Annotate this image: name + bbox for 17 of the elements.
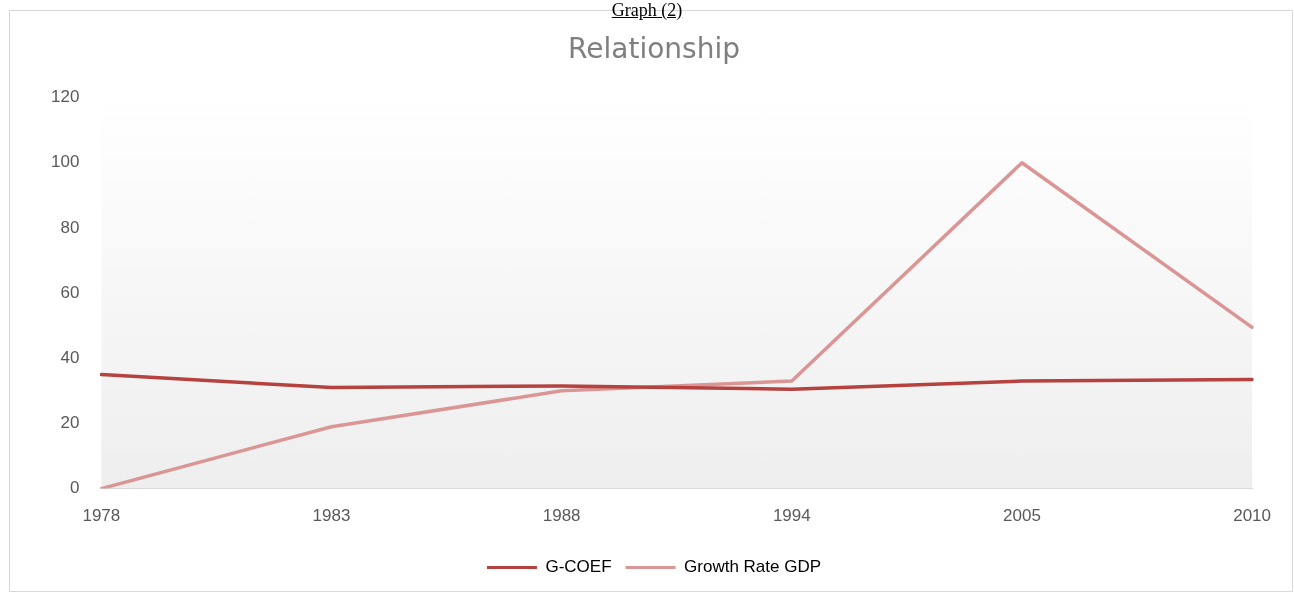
chart-title: Relationship [568, 32, 740, 66]
x-tick-label: 1994 [772, 506, 811, 526]
y-tick-label: 120 [50, 87, 80, 107]
x-tick-label: 2005 [1003, 506, 1041, 526]
x-tick-label: 2010 [1233, 506, 1271, 526]
x-tick-label: 1988 [542, 506, 581, 526]
y-tick-label: 20 [60, 413, 80, 433]
x-tick-label: 1983 [312, 506, 351, 526]
y-tick-label: 40 [60, 347, 80, 367]
y-tick-label: 100 [50, 152, 80, 172]
y-tick-label: 0 [69, 478, 80, 498]
legend-label: Growth Rate GDP [684, 557, 822, 577]
text: Graph (2) [610, 0, 684, 20]
x-tick-label: 1978 [82, 506, 121, 526]
legend-label: G-COEF [545, 557, 612, 577]
y-tick-label: 80 [60, 217, 80, 237]
y-tick-label: 60 [60, 282, 80, 302]
